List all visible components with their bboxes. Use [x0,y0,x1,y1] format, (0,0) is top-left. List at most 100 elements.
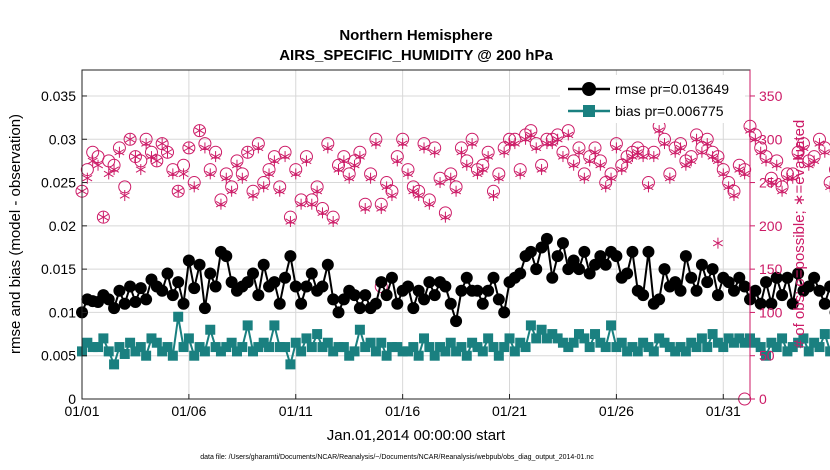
obs-evaluated-point [98,211,109,223]
obs-evaluated-point [461,159,472,171]
obs-evaluated-point [205,168,216,180]
obs-evaluated-point [509,138,520,150]
bias-point [402,346,413,357]
obs-evaluated-point [734,164,745,176]
bias-point [210,342,221,353]
rmse-point [209,280,222,293]
obs-evaluated-point [499,146,510,158]
bias-point [595,337,606,348]
obs-evaluated-point [349,159,360,171]
obs-evaluated-point [189,181,200,193]
rmse-point [327,293,340,306]
rmse-point [337,293,350,306]
bias-point [167,350,178,361]
bias-point [584,342,595,353]
bias-point [274,342,285,353]
obs-evaluated-point [718,168,729,180]
rmse-point [247,267,260,280]
obs-evaluated-point [600,181,611,193]
obs-evaluated-point [87,155,98,167]
bias-point [771,342,782,353]
obs-evaluated-point [103,168,114,180]
bias-point [419,333,430,344]
bias-point [798,333,809,344]
bias-point [157,346,168,357]
bias-point [766,337,777,348]
obs-evaluated-point [312,185,323,197]
rmse-point [492,293,505,306]
x-axis-label: Jan.01,2014 00:00:00 start [327,427,506,444]
obs-evaluated-point [194,125,205,137]
rmse-point [385,271,398,284]
rmse-point [498,306,511,319]
bias-point [563,342,574,353]
obs-evaluated-point [552,133,563,145]
obs-evaluated-point [141,138,152,150]
rmse-point [198,302,211,315]
bias-point [269,320,280,331]
obs-evaluated-point [269,155,280,167]
rmse-point [295,297,308,310]
obs-evaluated-point [803,159,814,171]
obs-evaluated-point [616,164,627,176]
bias-point [819,329,830,340]
obs-evaluated-point [686,155,697,167]
obs-evaluated-point [547,138,558,150]
bias-point [734,333,745,344]
rmse-point [279,271,292,284]
bias-point [199,346,210,357]
obs-evaluated-point [237,172,248,184]
bias-point [456,342,467,353]
bias-point [606,320,617,331]
obs-evaluated-point [258,181,269,193]
obs-evaluated-point [611,142,622,154]
rmse-point [808,271,821,284]
rmse-point [535,241,548,254]
y-right-tick-label: 50 [759,348,775,364]
bias-point [541,333,552,344]
obs-evaluated-point [675,142,686,154]
rmse-point [674,284,687,297]
rmse-point [599,258,612,271]
bias-point [381,350,392,361]
y-right-tick-label: 200 [759,218,783,234]
bias-point [114,342,125,353]
rmse-point [118,297,131,310]
obs-evaluated-point [296,198,307,210]
obs-evaluated-point [584,155,595,167]
obs-evaluated-point [333,164,344,176]
bias-point [296,346,307,357]
bias-point [686,337,697,348]
rmse-point [353,302,366,315]
bias-point [488,342,499,353]
bias-point [285,359,296,370]
obs-evaluated-point [157,138,168,150]
rmse-point [813,284,826,297]
bias-point [793,337,804,348]
obs-evaluated-point [338,155,349,167]
rmse-point [626,245,639,258]
rmse-point [241,276,254,289]
obs-evaluated-point [402,168,413,180]
bias-point [205,324,216,335]
obs-evaluated-point [493,172,504,184]
bias-point [707,329,718,340]
obs-evaluated-point [723,181,734,193]
bias-point [445,337,456,348]
obs-evaluated-point [541,138,552,150]
obs-evaluated-point [504,138,515,150]
bias-point [520,342,531,353]
rmse-point [305,267,318,280]
bias-point [429,350,440,361]
y-right-tick-label: 0 [759,391,767,407]
rmse-point [102,293,115,306]
bias-point [386,342,397,353]
obs-evaluated-point [525,129,536,141]
obs-evaluated-point [354,151,365,163]
obs-evaluated-point [242,146,253,158]
rmse-point [760,276,773,289]
right-axis: 0 50 100 150 200 250 300 350 [749,70,783,407]
rmse-point [289,280,302,293]
bias-point [248,346,259,357]
rmse-point [412,284,425,297]
